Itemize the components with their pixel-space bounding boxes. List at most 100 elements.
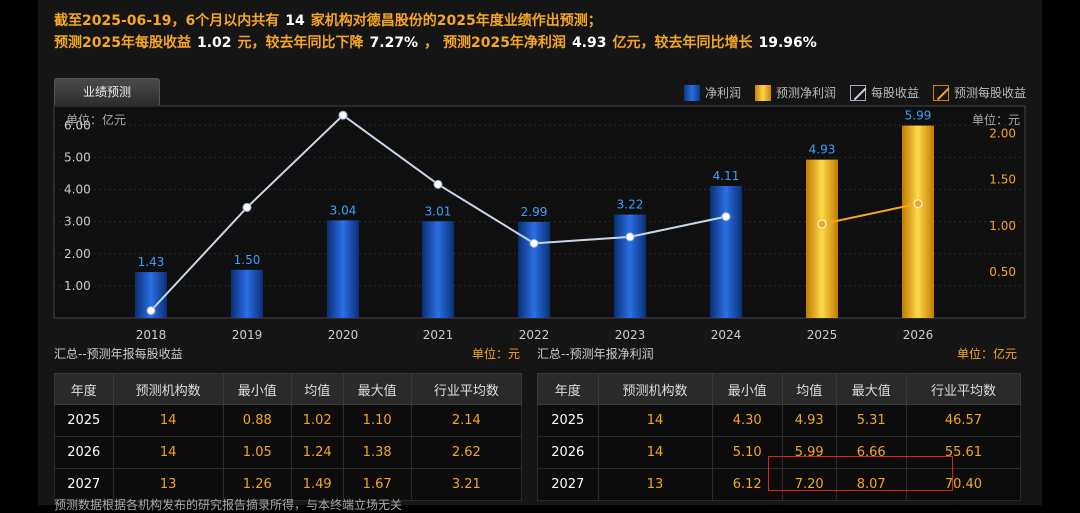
net-profit-forecast-table: 年度 预测机构数 最小值 均值 最大值 行业平均数 2025 14 4.30 4.93 5.31 46… [537, 373, 1022, 501]
net-profit-bar [614, 214, 646, 318]
table-row: 2026 14 5.10 5.99 6.66 55.61 [537, 436, 1022, 469]
table-row: 2027 13 1.26 1.49 1.67 3.21 [54, 468, 523, 501]
net-profit-change: 19.96% [758, 35, 817, 51]
net-profit-bar [518, 221, 550, 318]
x-tick-label: 2021 [423, 328, 454, 342]
eps-cell: 0.88 [222, 404, 292, 437]
np-cell: 5.31 [835, 404, 907, 437]
x-tick-label: 2019 [232, 328, 263, 342]
summary-text: 预测2025年每股收益 [54, 35, 191, 51]
eps-cell: 2027 [54, 468, 114, 501]
left-tick-label: 6.00 [64, 118, 91, 132]
table-row: 2027 13 6.12 7.20 8.07 70.40 [537, 468, 1022, 501]
left-tick-label: 1.00 [64, 279, 91, 293]
eps-cell: 1.67 [342, 468, 412, 501]
net-profit-bar [710, 185, 742, 318]
eps-header-1: 预测机构数 [112, 373, 224, 405]
x-tick-label: 2023 [615, 328, 646, 342]
left-tick-label: 4.00 [64, 183, 91, 197]
chart-legend: 净利润 预测净利润 每股收益 预测每股收益 [683, 84, 1026, 101]
forecast-net-profit-bar [902, 125, 934, 319]
np-cell: 5.10 [711, 436, 783, 469]
np-header-4: 最大值 [835, 373, 907, 405]
eps-cell: 1.26 [222, 468, 292, 501]
np-section-unit: 单位：亿元 [957, 347, 1018, 361]
bar-value-label: 4.93 [809, 143, 836, 157]
eps-section-title: 汇总--预测年报每股收益 [54, 347, 183, 361]
summary-text: 截至2025-06-19，6个月以内共有 [54, 13, 280, 29]
forecast-summary: 截至2025-06-19，6个月以内共有 14 家机构对德昌股份的2025年度业绩作… [54, 10, 823, 54]
eps-point [721, 212, 731, 222]
earnings-chart: 1.00 2.00 3.00 4.00 5.00 6.00 0.50 1.00 1.50 2.00… [53, 105, 1026, 342]
np-cell: 70.40 [905, 468, 1022, 501]
left-axis-unit: 单位：亿元 [66, 112, 126, 127]
x-tick-label: 2024 [711, 328, 742, 342]
eps-header-3: 均值 [290, 373, 344, 405]
left-tick-label: 2.00 [64, 247, 91, 261]
right-tick-label: 0.50 [989, 265, 1016, 279]
legend-eps[interactable]: 每股收益 [849, 84, 919, 101]
forecast-line-swatch-icon [932, 84, 949, 101]
eps-cell: 1.49 [290, 468, 344, 501]
np-header-0: 年度 [537, 373, 599, 405]
table-row: 2025 14 4.30 4.93 5.31 46.57 [537, 404, 1022, 437]
right-tick-label: 1.00 [989, 219, 1016, 233]
table-row: 2026 14 1.05 1.24 1.38 2.62 [54, 436, 523, 469]
legend-forecast-net-profit[interactable]: 预测净利润 [754, 84, 836, 101]
summary-line-2: 预测2025年每股收益 1.02 元，较去年同比下降 7.27% ， 预测2025年净利… [54, 32, 823, 54]
summary-text: 元，较去年同比下降 [237, 35, 364, 51]
left-tick-label: 5.00 [64, 150, 91, 164]
net-profit-forecast: 4.93 [571, 35, 607, 51]
institution-count: 14 [285, 13, 305, 29]
np-section-title: 汇总--预测年报净利润 [537, 347, 654, 361]
net-profit-bar [422, 221, 454, 318]
eps-cell: 1.02 [290, 404, 344, 437]
legend-net-profit[interactable]: 净利润 [683, 84, 741, 101]
right-axis-unit: 单位：元 [972, 112, 1020, 127]
forecast-net-profit-bar [806, 159, 838, 318]
x-tick-label: 2020 [328, 328, 359, 342]
summary-text: ， 预测2025年净利润 [424, 35, 566, 51]
eps-cell: 2.62 [410, 436, 523, 469]
bar-value-label: 3.22 [617, 198, 644, 212]
bar-value-label: 3.04 [330, 203, 357, 217]
bar-swatch-icon [683, 84, 700, 101]
eps-point [529, 238, 539, 248]
x-tick-label: 2022 [519, 328, 550, 342]
tab-forecast[interactable]: 业绩预测 [54, 78, 160, 105]
net-profit-bar [231, 269, 263, 318]
legend-forecast-eps[interactable]: 预测每股收益 [932, 84, 1026, 101]
bar-value-label: 5.99 [905, 109, 932, 123]
bar-value-label: 4.11 [713, 169, 740, 183]
bar-value-label: 1.43 [138, 255, 165, 269]
np-cell: 2026 [537, 436, 599, 469]
eps-cell: 1.38 [342, 436, 412, 469]
np-cell: 4.30 [711, 404, 783, 437]
eps-point [242, 202, 252, 212]
line-swatch-icon [849, 84, 866, 101]
table-row: 2025 14 0.88 1.02 1.10 2.14 [54, 404, 523, 437]
forecast-eps-point [913, 199, 923, 209]
eps-forecast: 1.02 [196, 35, 232, 51]
eps-header-2: 最小值 [222, 373, 292, 405]
bar-value-label: 2.99 [521, 205, 548, 219]
forecast-eps-point [817, 219, 827, 229]
np-header-2: 最小值 [711, 373, 783, 405]
left-tick-label: 3.00 [64, 215, 91, 229]
np-cell: 7.20 [781, 468, 837, 501]
np-cell: 6.66 [835, 436, 907, 469]
eps-cell: 2.14 [410, 404, 523, 437]
eps-change: 7.27% [369, 35, 419, 51]
eps-section-unit: 单位：元 [472, 347, 521, 361]
eps-cell: 13 [112, 468, 224, 501]
eps-forecast-table: 年度 预测机构数 最小值 均值 最大值 行业平均数 2025 14 0.88 1.02 1.10 2.… [54, 373, 523, 501]
eps-cell: 1.05 [222, 436, 292, 469]
eps-cell: 2025 [54, 404, 114, 437]
np-cell: 46.57 [905, 404, 1022, 437]
x-tick-label: 2026 [903, 328, 934, 342]
np-cell: 2025 [537, 404, 599, 437]
right-tick-label: 1.50 [989, 173, 1016, 187]
np-cell: 13 [597, 468, 713, 501]
x-tick-label: 2025 [807, 328, 838, 342]
summary-text: 家机构对德昌股份的2025年度业绩作出预测； [310, 13, 602, 29]
